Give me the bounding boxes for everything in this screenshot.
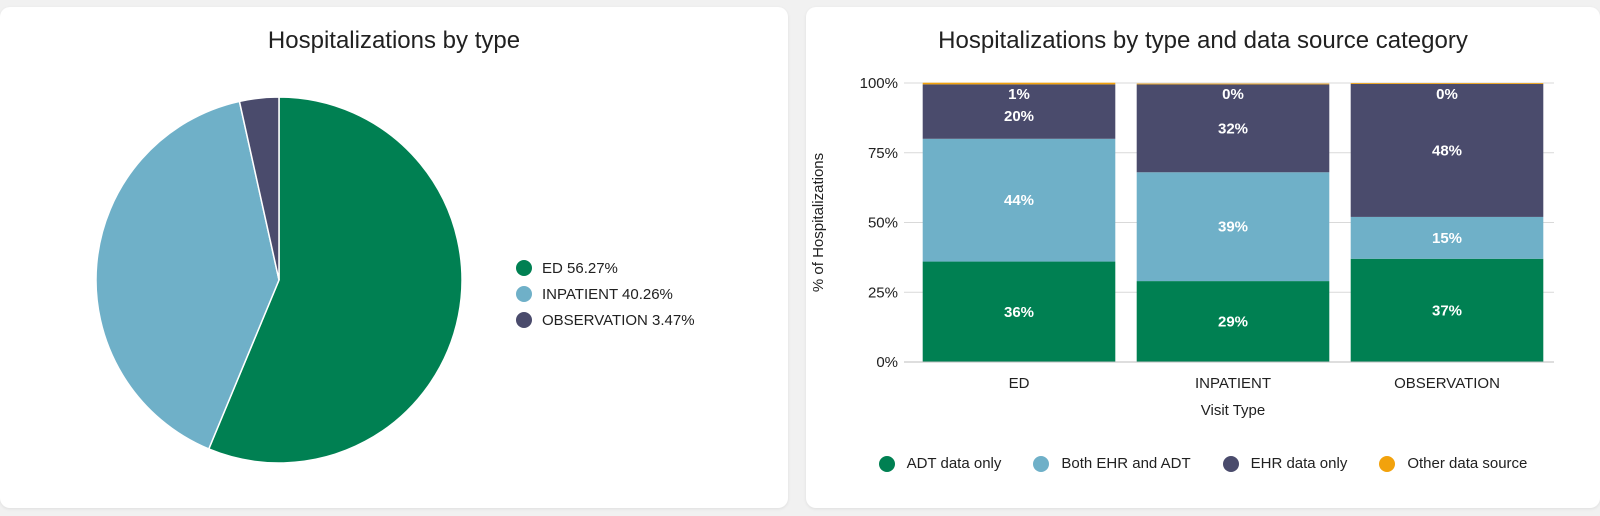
bar-segment-observation-0[interactable] (1350, 258, 1544, 362)
pie-legend-label-observation: OBSERVATION 3.47% (542, 311, 695, 329)
x-tick-label: ED (1009, 375, 1030, 392)
bar-legend-item-both[interactable]: Both EHR and ADT (1033, 455, 1191, 472)
bar-segment-ed-2[interactable] (922, 84, 1116, 139)
bar-legend-label-adt-only: ADT data only (906, 455, 1002, 472)
legend-dot-ehr-only (1222, 455, 1239, 472)
x-tick-label: INPATIENT (1195, 375, 1271, 392)
y-tick-label: 50% (868, 215, 898, 232)
pie-slice-inpatient[interactable] (95, 100, 280, 450)
pie-slice-ed[interactable] (207, 96, 463, 464)
bar-legend-item-other[interactable]: Other data source (1379, 455, 1527, 472)
data-label-observation-1: 15% (1432, 230, 1462, 247)
legend-dot-inpatient (516, 286, 532, 302)
data-label-observation-0: 37% (1432, 302, 1462, 319)
bar-chart-title: Hospitalizations by type and data source… (938, 27, 1468, 54)
pie-chart-card: Hospitalizations by type ED 56.27% INPAT… (0, 7, 788, 508)
bar-chart-card: Hospitalizations by type and data source… (806, 7, 1600, 508)
pie-legend-item-observation[interactable]: OBSERVATION 3.47% (516, 307, 695, 333)
bar-segment-ed-3[interactable] (922, 82, 1116, 85)
legend-dot-other (1379, 455, 1396, 472)
data-label-observation-3: 0% (1436, 86, 1458, 103)
pie-chart-title: Hospitalizations by type (267, 27, 521, 54)
data-label-inpatient-0: 29% (1218, 314, 1248, 331)
data-label-inpatient-3: 0% (1222, 86, 1244, 103)
bar-segment-observation-1[interactable] (1350, 216, 1544, 259)
x-axis-label: Visit Type (1201, 402, 1265, 419)
y-axis-label: % of Hospitalizations (810, 153, 827, 292)
data-label-ed-0: 36% (1004, 304, 1034, 321)
pie-legend: ED 56.27% INPATIENT 40.26% OBSERVATION 3… (516, 255, 695, 333)
bar-legend-label-other: Other data source (1407, 455, 1528, 472)
legend-dot-ed (516, 260, 532, 276)
legend-dot-both (1033, 455, 1050, 472)
data-label-ed-1: 44% (1004, 192, 1034, 209)
bar-legend-label-both: Both EHR and ADT (1061, 455, 1191, 472)
bar-segment-ed-0[interactable] (922, 261, 1116, 362)
y-tick-label: 100% (860, 75, 898, 92)
data-label-ed-3: 1% (1008, 86, 1030, 103)
bar-legend-label-ehr-only: EHR data only (1250, 455, 1348, 472)
pie-legend-item-ed[interactable]: ED 56.27% (516, 255, 695, 281)
data-label-inpatient-2: 32% (1218, 120, 1248, 137)
bar-legend-item-ehr-only[interactable]: EHR data only (1222, 455, 1348, 472)
bar-legend-item-adt-only[interactable]: ADT data only (878, 455, 1002, 472)
y-tick-label: 75% (868, 145, 898, 162)
bar-segment-inpatient-3[interactable] (1136, 83, 1330, 85)
bar-segment-observation-3[interactable] (1350, 83, 1544, 84)
data-label-observation-2: 48% (1432, 142, 1462, 159)
stacked-bar-chart: 0% 25% 50% 75% 100% % of Hospitalizations Visi… (810, 75, 1554, 419)
y-tick-label: 0% (876, 354, 898, 371)
y-tick-label: 25% (868, 284, 898, 301)
bar-legend: ADT data only Both EHR and ADT EHR data … (806, 455, 1600, 472)
bar-segment-inpatient-0[interactable] (1136, 281, 1330, 362)
x-tick-label: OBSERVATION (1394, 375, 1500, 392)
bar-segment-inpatient-2[interactable] (1136, 84, 1330, 173)
legend-dot-adt-only (878, 455, 895, 472)
legend-dot-observation (516, 312, 532, 328)
bar-segment-ed-1[interactable] (922, 138, 1116, 262)
data-label-inpatient-1: 39% (1218, 219, 1248, 236)
bar-segment-observation-2[interactable] (1350, 83, 1544, 217)
pie-slice-observation[interactable] (238, 96, 280, 281)
pie-legend-label-ed: ED 56.27% (542, 259, 618, 277)
pie-legend-item-inpatient[interactable]: INPATIENT 40.26% (516, 281, 695, 307)
pie-legend-label-inpatient: INPATIENT 40.26% (542, 285, 673, 303)
data-label-ed-2: 20% (1004, 108, 1034, 125)
pie-chart (95, 96, 463, 464)
bar-segment-inpatient-1[interactable] (1136, 172, 1330, 282)
